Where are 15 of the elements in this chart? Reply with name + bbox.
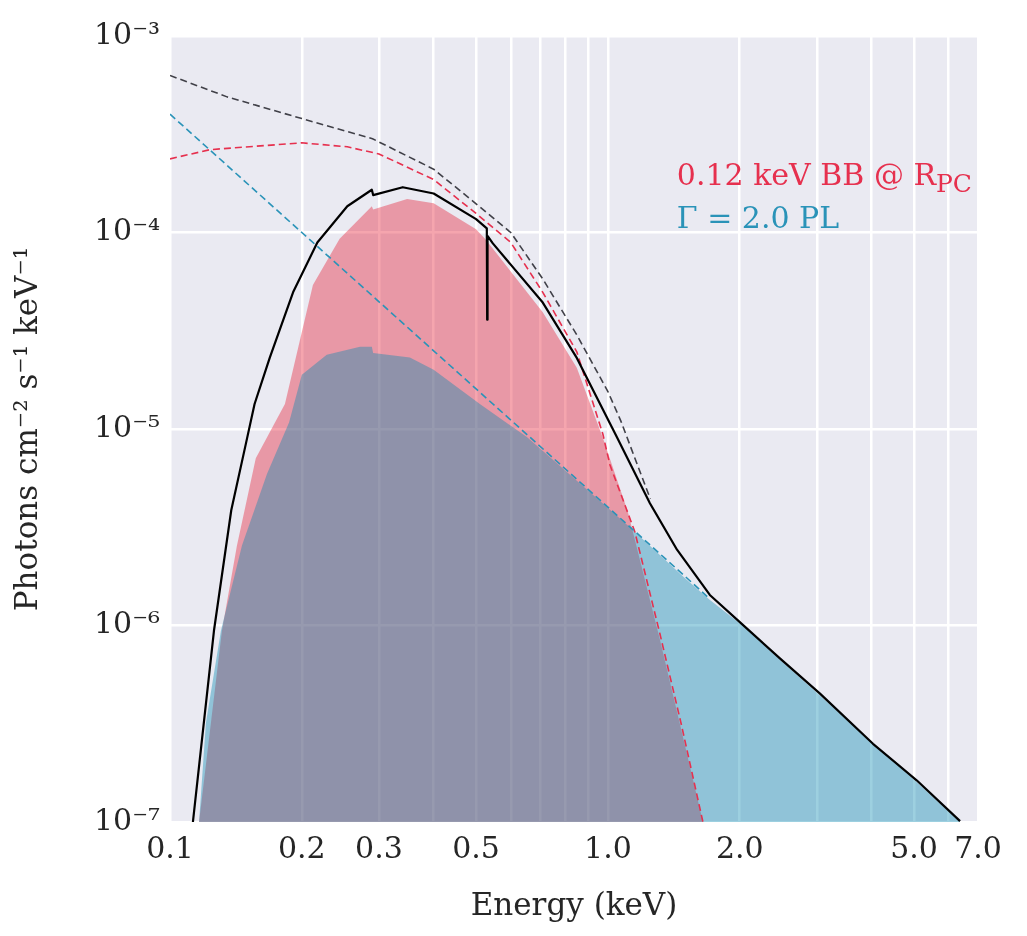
x-axis-title: Energy (keV) [470, 886, 678, 923]
y-tick-label: 10⁻⁶ [93, 605, 160, 641]
x-tick-label: 1.0 [584, 829, 632, 865]
x-tick-label: 0.2 [277, 829, 326, 865]
text: Γ = 2.0 PL [676, 200, 841, 235]
x-tick-label: 7.0 [954, 829, 1002, 865]
y-tick-label: 10⁻⁴ [93, 212, 160, 248]
x-tick-label: 2.0 [715, 829, 764, 865]
x-tick-label: 0.5 [452, 829, 500, 865]
y-tick-label: 10⁻⁵ [93, 408, 160, 444]
y-axis-title: Photons cm⁻² s⁻¹ keV⁻¹ [7, 246, 44, 612]
x-tick-label: 0.3 [355, 829, 403, 865]
text: 0.12 keV BB @ R$_{PC}$ [676, 157, 972, 200]
x-tick-label: 5.0 [890, 829, 938, 865]
y-tick-label: 10⁻³ [93, 15, 160, 51]
